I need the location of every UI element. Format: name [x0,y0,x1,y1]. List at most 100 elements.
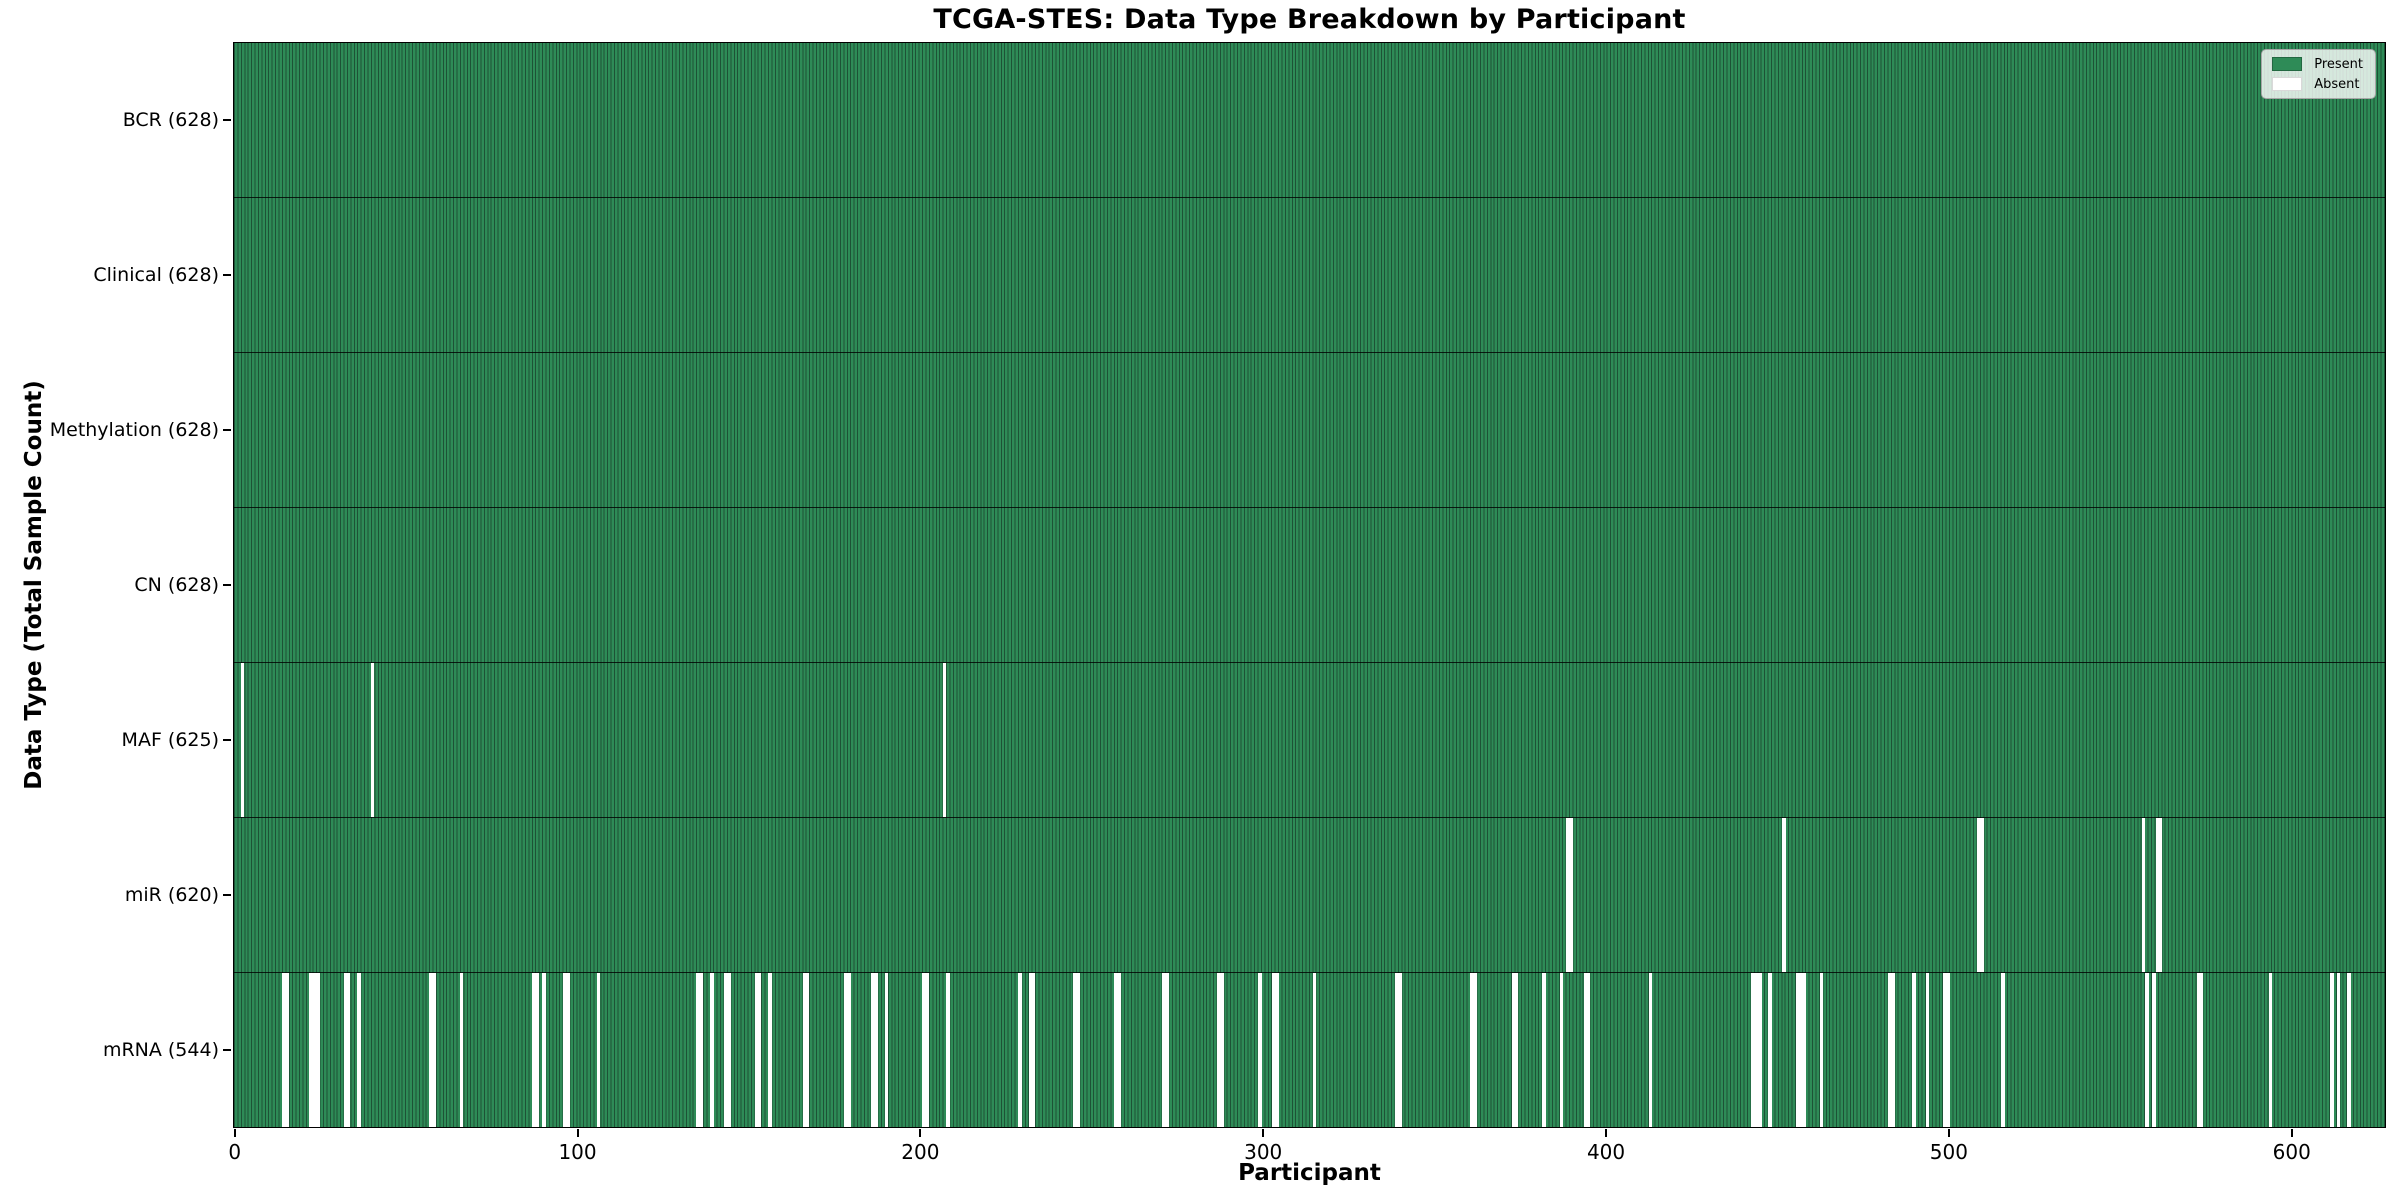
x-axis-ticks: 0 100 200 300 400 500 600 [228,1128,2386,1168]
y-axis-label: Data Type (Total Sample Count) [21,380,47,790]
legend-label-present: Present [2314,56,2363,72]
ytick-mark [223,428,231,431]
row-mrna [234,973,2385,1127]
absent-stripe [1258,973,1262,1127]
absent-stripe [1648,973,1652,1127]
absent-stripe [1217,973,1221,1127]
absent-stripe [2141,818,2146,972]
absent-stripe [1398,973,1402,1127]
xtick-label-400: 400 [1586,1140,1626,1164]
row-cn [234,508,2385,663]
absent-stripe [2152,973,2156,1127]
absent-stripe [1032,973,1036,1127]
absent-stripe [343,973,348,1127]
ytick-label-maf: MAF (625) [121,729,219,752]
absent-stripe [1977,818,1981,972]
absent-stripe [2268,973,2272,1127]
absent-stripe [597,973,601,1127]
absent-stripe [1220,973,1224,1127]
absent-stripe [1076,973,1080,1127]
ytick-mark [223,273,231,276]
xtick-label-300: 300 [1244,1140,1283,1164]
legend-entry-present: Present [2272,57,2363,71]
ytick-label-bcr: BCR (628) [122,108,219,131]
absent-stripe [542,973,546,1127]
absent-stripe [2145,973,2149,1127]
absent-stripe [1470,973,1474,1127]
absent-stripe [1165,973,1170,1127]
absent-stripe [802,973,806,1127]
ytick-label-cn: CN (628) [134,574,219,596]
ytick-mark [223,894,231,897]
legend-entry-absent: Absent [2272,77,2363,91]
absent-stripe [535,973,539,1127]
legend: Present Absent [2261,49,2376,99]
absent-stripe [1782,818,1786,972]
xtick-label-100: 100 [558,1140,597,1164]
absent-stripe [1114,973,1118,1127]
absent-stripe [1018,973,1022,1127]
row-methylation [234,353,2385,508]
absent-stripe [1275,973,1279,1127]
absent-stripe [1511,973,1515,1127]
absent-stripe [925,973,930,1127]
absent-stripe [1569,818,1574,972]
absent-stripe [1795,973,1800,1127]
absent-stripe [432,973,437,1127]
absent-stripe [2155,818,2159,972]
absent-stripe [1819,973,1824,1127]
absent-stripe [1586,973,1591,1127]
absent-stripe [2001,973,2005,1127]
xtick-mark [919,1129,922,1137]
absent-stripe [2330,973,2334,1127]
absent-stripe [566,973,570,1127]
absent-stripe [1768,973,1772,1127]
absent-stripe [371,663,375,817]
absent-stripe [312,973,317,1127]
xtick-label-0: 0 [228,1140,242,1164]
absent-stripe [240,663,245,817]
absent-stripe [843,973,848,1127]
absent-stripe [696,973,700,1127]
absent-stripe [309,973,313,1127]
absent-stripe [1946,973,1950,1127]
absent-stripe [1802,973,1807,1127]
absent-stripe [460,973,464,1127]
absent-stripe [2158,818,2163,972]
xtick-label-200: 200 [901,1140,940,1164]
ytick-mark [223,739,231,742]
absent-stripe [2200,973,2204,1127]
absent-stripe [1117,973,1122,1127]
absent-stripe [285,973,289,1127]
absent-stripe [922,973,926,1127]
absent-stripe [1162,973,1166,1127]
absent-stripe [347,973,351,1127]
x-axis-label: Participant [1238,1160,1381,1186]
xtick-mark [1262,1129,1265,1137]
absent-stripe [429,973,433,1127]
absent-stripe [884,973,889,1127]
absent-stripe [1515,973,1519,1127]
absent-stripe [946,973,950,1127]
absent-stripe [1751,973,1755,1127]
absent-stripe [943,663,947,817]
absent-stripe [1926,973,1930,1127]
absent-stripe [1754,973,1759,1127]
absent-stripe [1566,818,1570,972]
chart-title: TCGA-STES: Data Type Breakdown by Partic… [933,4,1686,35]
ytick-mark [223,1049,231,1052]
absent-stripe [871,973,875,1127]
present-swatch-icon [2272,57,2303,71]
absent-stripe [1073,973,1077,1127]
absent-stripe [754,973,759,1127]
absent-stripe [1799,973,1803,1127]
absent-stripe [768,973,772,1127]
absent-stripe [357,973,361,1127]
absent-stripe [1980,818,1985,972]
absent-stripe [1891,973,1896,1127]
absent-stripe [874,973,878,1127]
ytick-label-mrna: mRNA (544) [102,1039,219,1062]
absent-stripe [2196,973,2201,1127]
absent-stripe [1888,973,1892,1127]
absent-stripe [1583,973,1587,1127]
